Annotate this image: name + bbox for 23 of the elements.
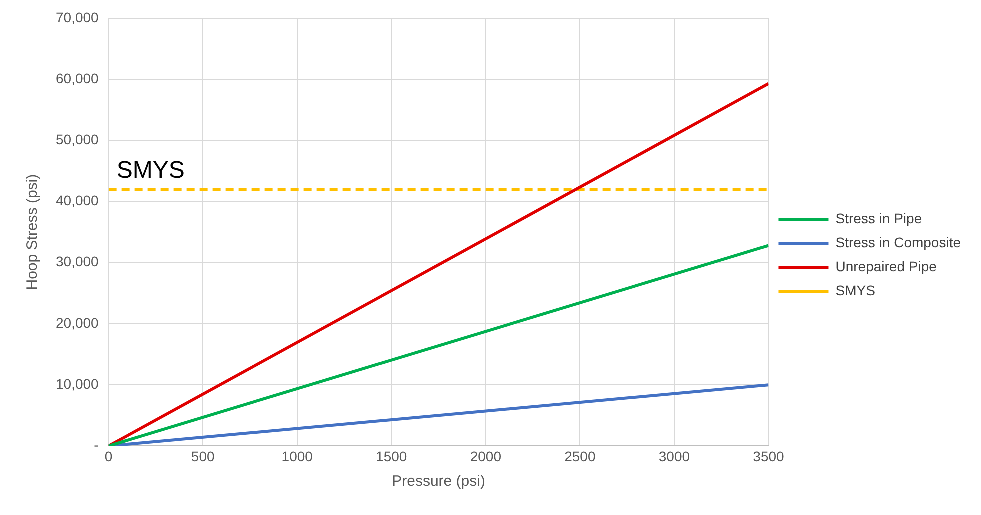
- x-tick-label: 3500: [753, 448, 785, 464]
- legend-label: Unrepaired Pipe: [836, 258, 938, 274]
- legend-label: Stress in Composite: [836, 234, 962, 250]
- y-tick-label: 60,000: [56, 70, 100, 86]
- y-tick-label: 50,000: [56, 131, 100, 148]
- y-axis-title: Hoop Stress (psi): [24, 174, 42, 290]
- x-axis-title: Pressure (psi): [392, 473, 486, 490]
- x-tick-label: 2000: [470, 448, 502, 464]
- y-tick-label: -: [94, 437, 100, 454]
- x-tick-label: 3000: [658, 448, 690, 464]
- x-tick-label: 0: [104, 448, 113, 464]
- y-tick-label: 10,000: [56, 376, 100, 392]
- legend-label: Stress in Pipe: [836, 210, 922, 226]
- annotation: SMYS: [116, 157, 185, 184]
- legend-label: SMYS: [836, 282, 876, 298]
- y-tick-label: 40,000: [56, 192, 100, 209]
- x-tick-label: 1500: [376, 448, 408, 464]
- y-tick-label: 20,000: [56, 314, 100, 331]
- y-tick-label: 70,000: [56, 9, 100, 26]
- x-tick-label: 1000: [282, 448, 314, 464]
- x-tick-label: 500: [191, 448, 215, 464]
- y-tick-label: 30,000: [56, 254, 100, 270]
- x-tick-label: 2500: [564, 448, 596, 464]
